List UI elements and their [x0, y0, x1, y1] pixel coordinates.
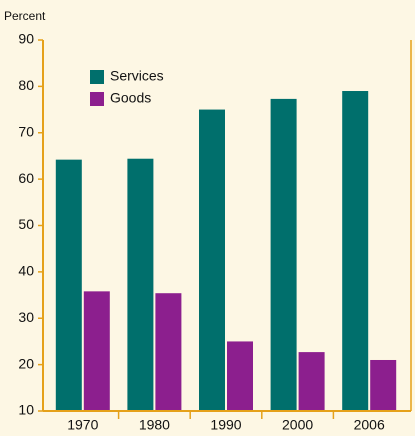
y-tick-label: 80: [18, 77, 34, 93]
x-tick-label: 1970: [67, 417, 98, 433]
y-tick-label: 60: [18, 170, 34, 186]
x-tick-label: 1990: [210, 417, 241, 433]
legend-label: Goods: [110, 90, 151, 106]
y-tick-label: 30: [18, 309, 34, 325]
y-tick-label: 90: [18, 31, 34, 47]
bar: [127, 158, 154, 411]
y-tick-label: 40: [18, 263, 34, 279]
bar: [298, 352, 325, 411]
x-tick-label: 2006: [354, 417, 385, 433]
legend-swatch: [90, 92, 104, 106]
bar: [270, 98, 297, 412]
legend-swatch: [90, 70, 104, 84]
x-tick-label: 2000: [282, 417, 313, 433]
bar: [370, 359, 397, 411]
bar: [155, 293, 182, 411]
y-tick-label: 70: [18, 123, 34, 139]
bar: [83, 291, 110, 411]
y-tick-label: 20: [18, 355, 34, 371]
bar: [199, 109, 225, 411]
y-tick-label: 10: [18, 402, 34, 418]
legend-label: Services: [110, 68, 164, 84]
x-tick-label: 1980: [139, 417, 170, 433]
y-tick-label: 50: [18, 216, 34, 232]
y-axis-label: Percent: [4, 9, 46, 23]
bar: [342, 91, 369, 411]
bar: [55, 159, 82, 411]
bar: [227, 341, 253, 411]
